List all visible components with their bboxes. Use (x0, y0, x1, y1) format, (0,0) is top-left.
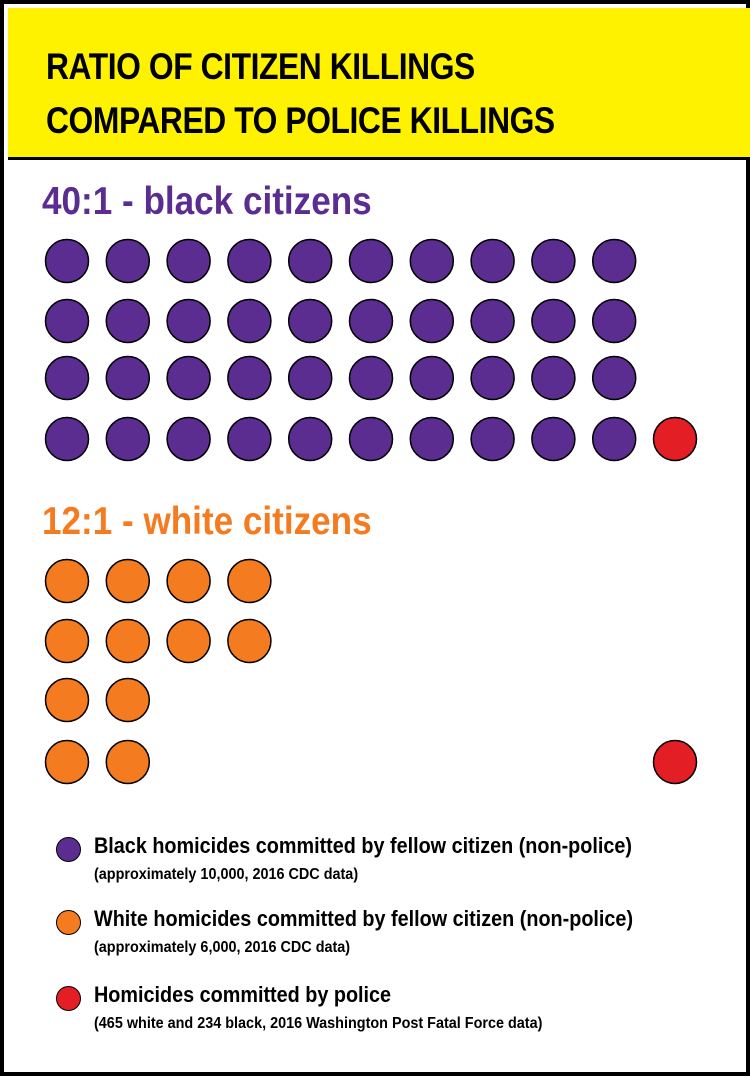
legend-dot-white (56, 910, 81, 935)
black-citizen-dot (166, 416, 211, 462)
black-citizen-dot (531, 355, 576, 401)
black-citizen-dot (105, 355, 151, 401)
white-citizen-dot (44, 677, 90, 723)
black-citizen-dot (44, 416, 90, 462)
white-citizen-dot (166, 618, 211, 664)
title-banner: RATIO OF CITIZEN KILLINGS COMPARED TO PO… (8, 8, 750, 160)
black-citizen-dot (531, 298, 576, 344)
black-citizen-dot (348, 238, 394, 284)
black-citizen-dot (287, 238, 333, 284)
black-citizen-dot (591, 298, 637, 344)
legend-dot-police (56, 986, 81, 1011)
black-citizen-dot (166, 238, 211, 284)
black-citizen-dot (348, 355, 394, 401)
legend-label-white: White homicides committed by fellow citi… (94, 906, 634, 931)
black-citizen-dot (44, 298, 90, 344)
black-citizen-dot (166, 298, 211, 344)
white-citizen-dot (44, 558, 90, 604)
black-citizen-dot (409, 238, 455, 284)
white-citizens-heading: 12:1 - white citizens (42, 500, 372, 543)
black-citizen-dot (227, 298, 272, 344)
black-citizen-dot (227, 355, 272, 401)
black-citizen-dot (531, 238, 576, 284)
legend-label-black: Black homicides committed by fellow citi… (94, 833, 632, 858)
black-citizen-dot (409, 355, 455, 401)
black-citizen-dot (409, 298, 455, 344)
white-citizen-dot (227, 558, 272, 604)
black-citizen-dot (348, 298, 394, 344)
white-group-police-dot (652, 739, 698, 785)
white-citizen-dot (166, 558, 211, 604)
legend-label-police: Homicides committed by police (94, 982, 392, 1007)
black-citizen-dot (105, 416, 151, 462)
white-citizen-dot (44, 618, 90, 664)
white-citizen-dot (105, 739, 151, 785)
black-citizen-dot (105, 238, 151, 284)
title-line-1: RATIO OF CITIZEN KILLINGS (46, 46, 475, 87)
black-citizen-dot (166, 355, 211, 401)
black-citizen-dot (531, 416, 576, 462)
black-citizen-dot (591, 238, 637, 284)
title-line-2: COMPARED TO POLICE KILLINGS (46, 100, 555, 141)
legend-dot-black (56, 837, 81, 862)
black-citizen-dot (470, 416, 515, 462)
legend-note-police: (465 white and 234 black, 2016 Washingto… (94, 1015, 543, 1032)
white-citizen-dot (105, 558, 151, 604)
black-citizen-dot (287, 298, 333, 344)
black-citizen-dot (287, 416, 333, 462)
legend-text-white: White homicides committed by fellow citi… (94, 906, 633, 959)
black-citizen-dot (227, 238, 272, 284)
black-citizen-dot (105, 298, 151, 344)
black-citizen-dot (591, 355, 637, 401)
black-citizen-dot (287, 355, 333, 401)
black-citizen-dot (470, 355, 515, 401)
legend-text-police: Homicides committed by police (465 white… (94, 982, 542, 1035)
black-citizen-dot (591, 416, 637, 462)
legend-note-black: (approximately 10,000, 2016 CDC data) (94, 866, 359, 883)
black-citizen-dot (44, 238, 90, 284)
white-citizen-dot (105, 677, 151, 723)
black-citizen-dot (44, 355, 90, 401)
white-citizen-dot (105, 618, 151, 664)
black-citizen-dot (470, 238, 515, 284)
white-citizen-dot (44, 739, 90, 785)
black-citizen-dot (470, 298, 515, 344)
legend-note-white: (approximately 6,000, 2016 CDC data) (94, 939, 351, 956)
legend-text-black: Black homicides committed by fellow citi… (94, 833, 632, 886)
black-citizen-dot (227, 416, 272, 462)
white-citizen-dot (227, 618, 272, 664)
black-citizen-dot (348, 416, 394, 462)
black-citizens-heading: 40:1 - black citizens (42, 180, 372, 223)
black-group-police-dot (652, 416, 698, 462)
black-citizen-dot (409, 416, 455, 462)
